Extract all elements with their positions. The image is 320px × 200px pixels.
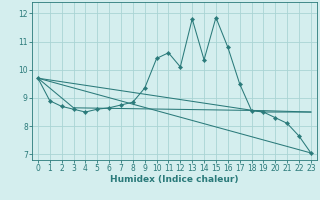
X-axis label: Humidex (Indice chaleur): Humidex (Indice chaleur) <box>110 175 239 184</box>
